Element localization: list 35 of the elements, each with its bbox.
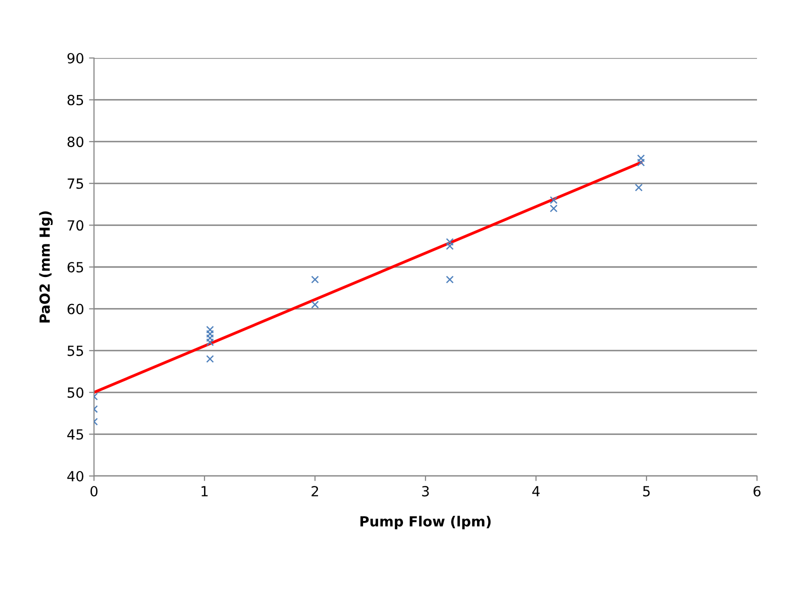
point [446, 242, 454, 250]
point [637, 154, 645, 162]
x-axis-title: Pump Flow (lpm) [360, 516, 491, 530]
point [206, 355, 214, 363]
y-tick-label: 40 [67, 470, 84, 482]
point [206, 334, 214, 342]
y-tick-label: 45 [67, 429, 84, 440]
point [550, 196, 558, 204]
x-tick-label: 2 [312, 486, 318, 496]
x-tick-label: 1 [202, 486, 208, 496]
point [206, 338, 214, 346]
y-tick-label: 65 [68, 262, 84, 272]
point [206, 326, 214, 334]
y-tick-label: 70 [68, 220, 84, 231]
y-tick-label: 60 [68, 304, 84, 314]
point [637, 158, 645, 166]
x-tick-label: 4 [532, 486, 540, 496]
x-tick-label: 5 [643, 486, 650, 496]
y-axis-title: PaO2 (mm Hg) [39, 211, 53, 322]
y-tick-label: 90 [67, 52, 84, 64]
x-tick-label: 3 [422, 486, 429, 496]
point [311, 300, 319, 308]
x-tick-label: 6 [754, 486, 761, 496]
point [634, 184, 643, 192]
point [206, 330, 214, 338]
point [446, 238, 454, 246]
y-tick-label: 80 [68, 136, 84, 148]
point [311, 276, 319, 284]
y-tick-label: 55 [68, 346, 84, 356]
y-tick-label: 75 [68, 178, 84, 189]
x-tick-label: 0 [90, 486, 98, 496]
y-tick-label: 85 [68, 94, 84, 106]
point [550, 204, 558, 212]
point [446, 276, 454, 284]
y-tick-label: 50 [68, 387, 84, 398]
